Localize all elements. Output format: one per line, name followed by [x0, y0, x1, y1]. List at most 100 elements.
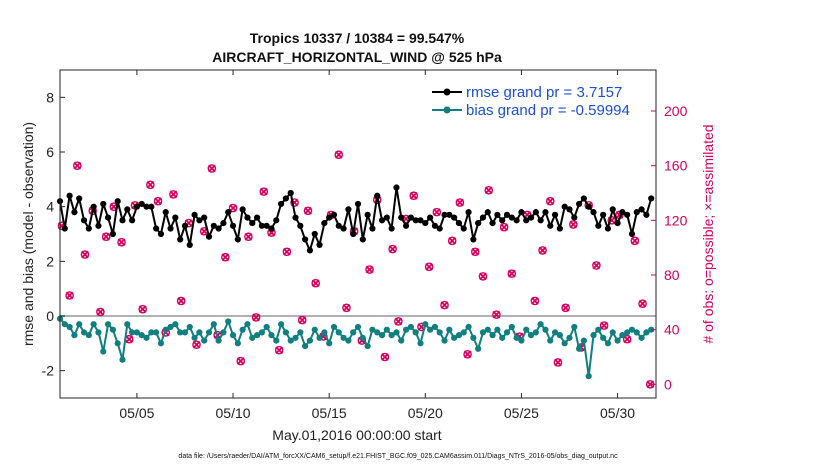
bias-point: [431, 323, 439, 331]
obs-assimilated-marker: [236, 357, 245, 365]
obs-count-point: [169, 190, 178, 199]
obs-assimilated-marker: [208, 164, 216, 173]
bias-point: [508, 323, 515, 331]
obs-possible-marker: [569, 220, 578, 229]
obs-possible-marker: [192, 340, 201, 350]
bias-point: [350, 329, 357, 336]
obs-count-point: [538, 246, 547, 255]
bias-point: [234, 340, 241, 347]
obs-assimilated-marker: [425, 262, 433, 271]
rmse-point: [585, 203, 592, 210]
obs-possible-marker: [117, 237, 126, 247]
right-y-tick-label: 80: [664, 267, 680, 283]
obs-possible-marker: [630, 236, 640, 246]
obs-count-point: [303, 206, 313, 216]
obs-count-point: [553, 358, 563, 367]
obs-possible-marker: [484, 185, 494, 195]
obs-assimilated-marker: [394, 317, 403, 326]
bias-point: [239, 326, 246, 333]
bias-point: [590, 332, 597, 339]
obs-assimilated-marker: [65, 291, 74, 300]
obs-possible-marker: [282, 247, 292, 257]
bias-point: [157, 340, 165, 347]
obs-assimilated-marker: [125, 335, 134, 344]
rmse-point: [273, 217, 280, 224]
rmse-point: [489, 219, 496, 227]
rmse-point: [335, 222, 342, 229]
legend-rmse-marker: [443, 88, 451, 96]
rmse-point: [225, 209, 232, 216]
obs-possible-marker: [65, 291, 74, 300]
bias-point: [489, 332, 496, 339]
rmse-point: [417, 217, 424, 224]
obs-assimilated-marker: [507, 269, 516, 278]
obs-assimilated-marker: [365, 265, 374, 274]
obs-count-point: [630, 236, 640, 246]
rmse-point: [143, 203, 150, 210]
bias-point: [359, 334, 366, 341]
obs-assimilated-marker: [631, 236, 639, 245]
bias-point: [542, 326, 549, 333]
bias-point: [595, 326, 602, 333]
bias-point: [402, 326, 410, 333]
rmse-point: [210, 222, 217, 229]
bias-point: [167, 323, 174, 331]
obs-assimilated-marker: [381, 353, 389, 361]
bias-point: [503, 329, 511, 336]
obs-assimilated-marker: [192, 340, 201, 349]
rmse-point: [600, 211, 607, 218]
bias-point: [215, 337, 222, 344]
obs-possible-marker: [311, 278, 321, 288]
rmse-point: [436, 225, 443, 232]
rmse-point: [330, 211, 338, 218]
rmse-point: [532, 209, 539, 216]
obs-possible-marker: [207, 164, 217, 173]
obs-possible-marker: [409, 191, 419, 201]
rmse-point: [378, 217, 386, 224]
rmse-point: [239, 206, 246, 213]
bias-point: [532, 329, 539, 336]
obs-possible-marker: [303, 206, 313, 216]
rmse-point: [393, 184, 400, 191]
rmse-point: [133, 203, 141, 210]
rmse-point: [277, 200, 285, 208]
bias-point: [638, 334, 645, 341]
bias-point: [306, 337, 314, 344]
legend-rmse-label: rmse grand pr = 3.7157: [466, 84, 622, 101]
obs-possible-marker: [470, 247, 480, 257]
bias-point: [345, 337, 352, 344]
rmse-point: [124, 206, 131, 213]
rmse-point: [595, 222, 602, 229]
bias-point: [258, 329, 265, 336]
bias-point: [114, 340, 121, 347]
rmse-point: [292, 214, 299, 221]
rmse-point: [244, 214, 251, 221]
bias-point: [369, 326, 376, 333]
rmse-point: [205, 233, 213, 240]
rmse-line: [59, 186, 653, 252]
bias-point: [624, 329, 631, 336]
bias-point: [455, 332, 463, 339]
bias-point: [451, 334, 458, 341]
bias-point: [66, 323, 73, 331]
bias-point: [523, 326, 530, 333]
rmse-point: [441, 211, 448, 218]
rmse-point: [282, 195, 290, 202]
obs-possible-marker: [599, 321, 609, 330]
obs-possible-marker: [530, 296, 540, 306]
bias-point: [556, 332, 563, 339]
obs-count-point: [96, 307, 105, 317]
obs-possible-marker: [507, 269, 517, 278]
bias-point: [441, 337, 448, 344]
obs-assimilated-marker: [432, 208, 441, 216]
bias-point: [249, 334, 256, 341]
plot-area: [60, 70, 656, 398]
bias-point: [104, 321, 112, 328]
obs-count-point: [73, 161, 82, 170]
rmse-point: [90, 203, 97, 210]
obs-possible-marker: [297, 315, 307, 325]
obs-count-point: [484, 185, 494, 195]
rmse-point: [470, 236, 477, 243]
right-y-tick-label: 0: [664, 376, 672, 392]
